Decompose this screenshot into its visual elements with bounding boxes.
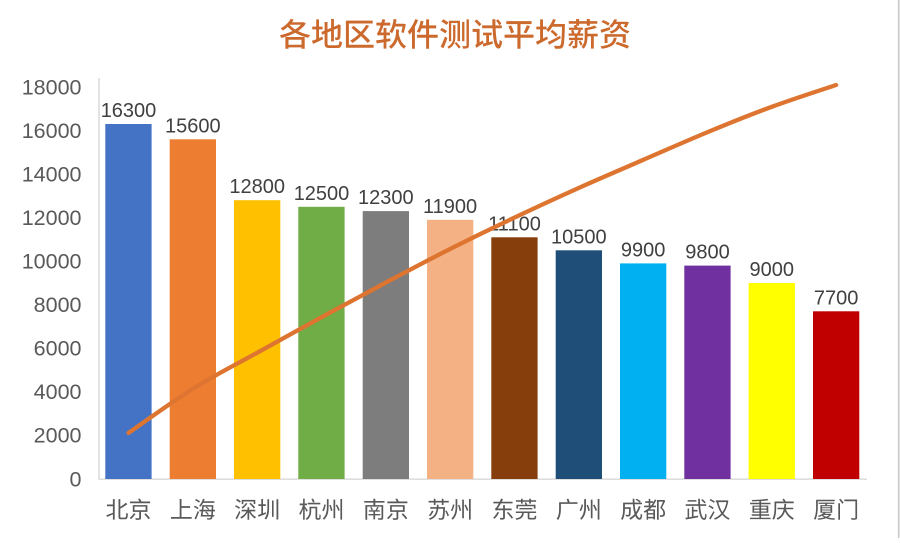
svg-text:16000: 16000 [22, 119, 82, 143]
svg-text:12800: 12800 [229, 176, 285, 198]
svg-text:8000: 8000 [34, 293, 82, 317]
svg-text:11900: 11900 [423, 196, 477, 218]
svg-text:7700: 7700 [814, 287, 859, 309]
svg-text:15600: 15600 [165, 115, 221, 137]
svg-text:9000: 9000 [750, 259, 795, 281]
svg-text:12500: 12500 [294, 183, 350, 205]
svg-text:6000: 6000 [34, 337, 82, 361]
svg-text:14000: 14000 [22, 162, 82, 186]
svg-text:0: 0 [70, 467, 82, 491]
svg-text:9800: 9800 [685, 242, 730, 264]
svg-text:12300: 12300 [358, 187, 414, 209]
svg-text:16300: 16300 [101, 100, 157, 122]
svg-text:9900: 9900 [621, 239, 666, 261]
svg-text:10500: 10500 [551, 226, 607, 248]
svg-text:11100: 11100 [488, 213, 541, 235]
svg-text:2000: 2000 [34, 424, 82, 448]
svg-text:10000: 10000 [22, 250, 82, 274]
svg-text:18000: 18000 [22, 75, 82, 99]
svg-text:4000: 4000 [34, 380, 82, 404]
svg-text:12000: 12000 [22, 206, 82, 230]
